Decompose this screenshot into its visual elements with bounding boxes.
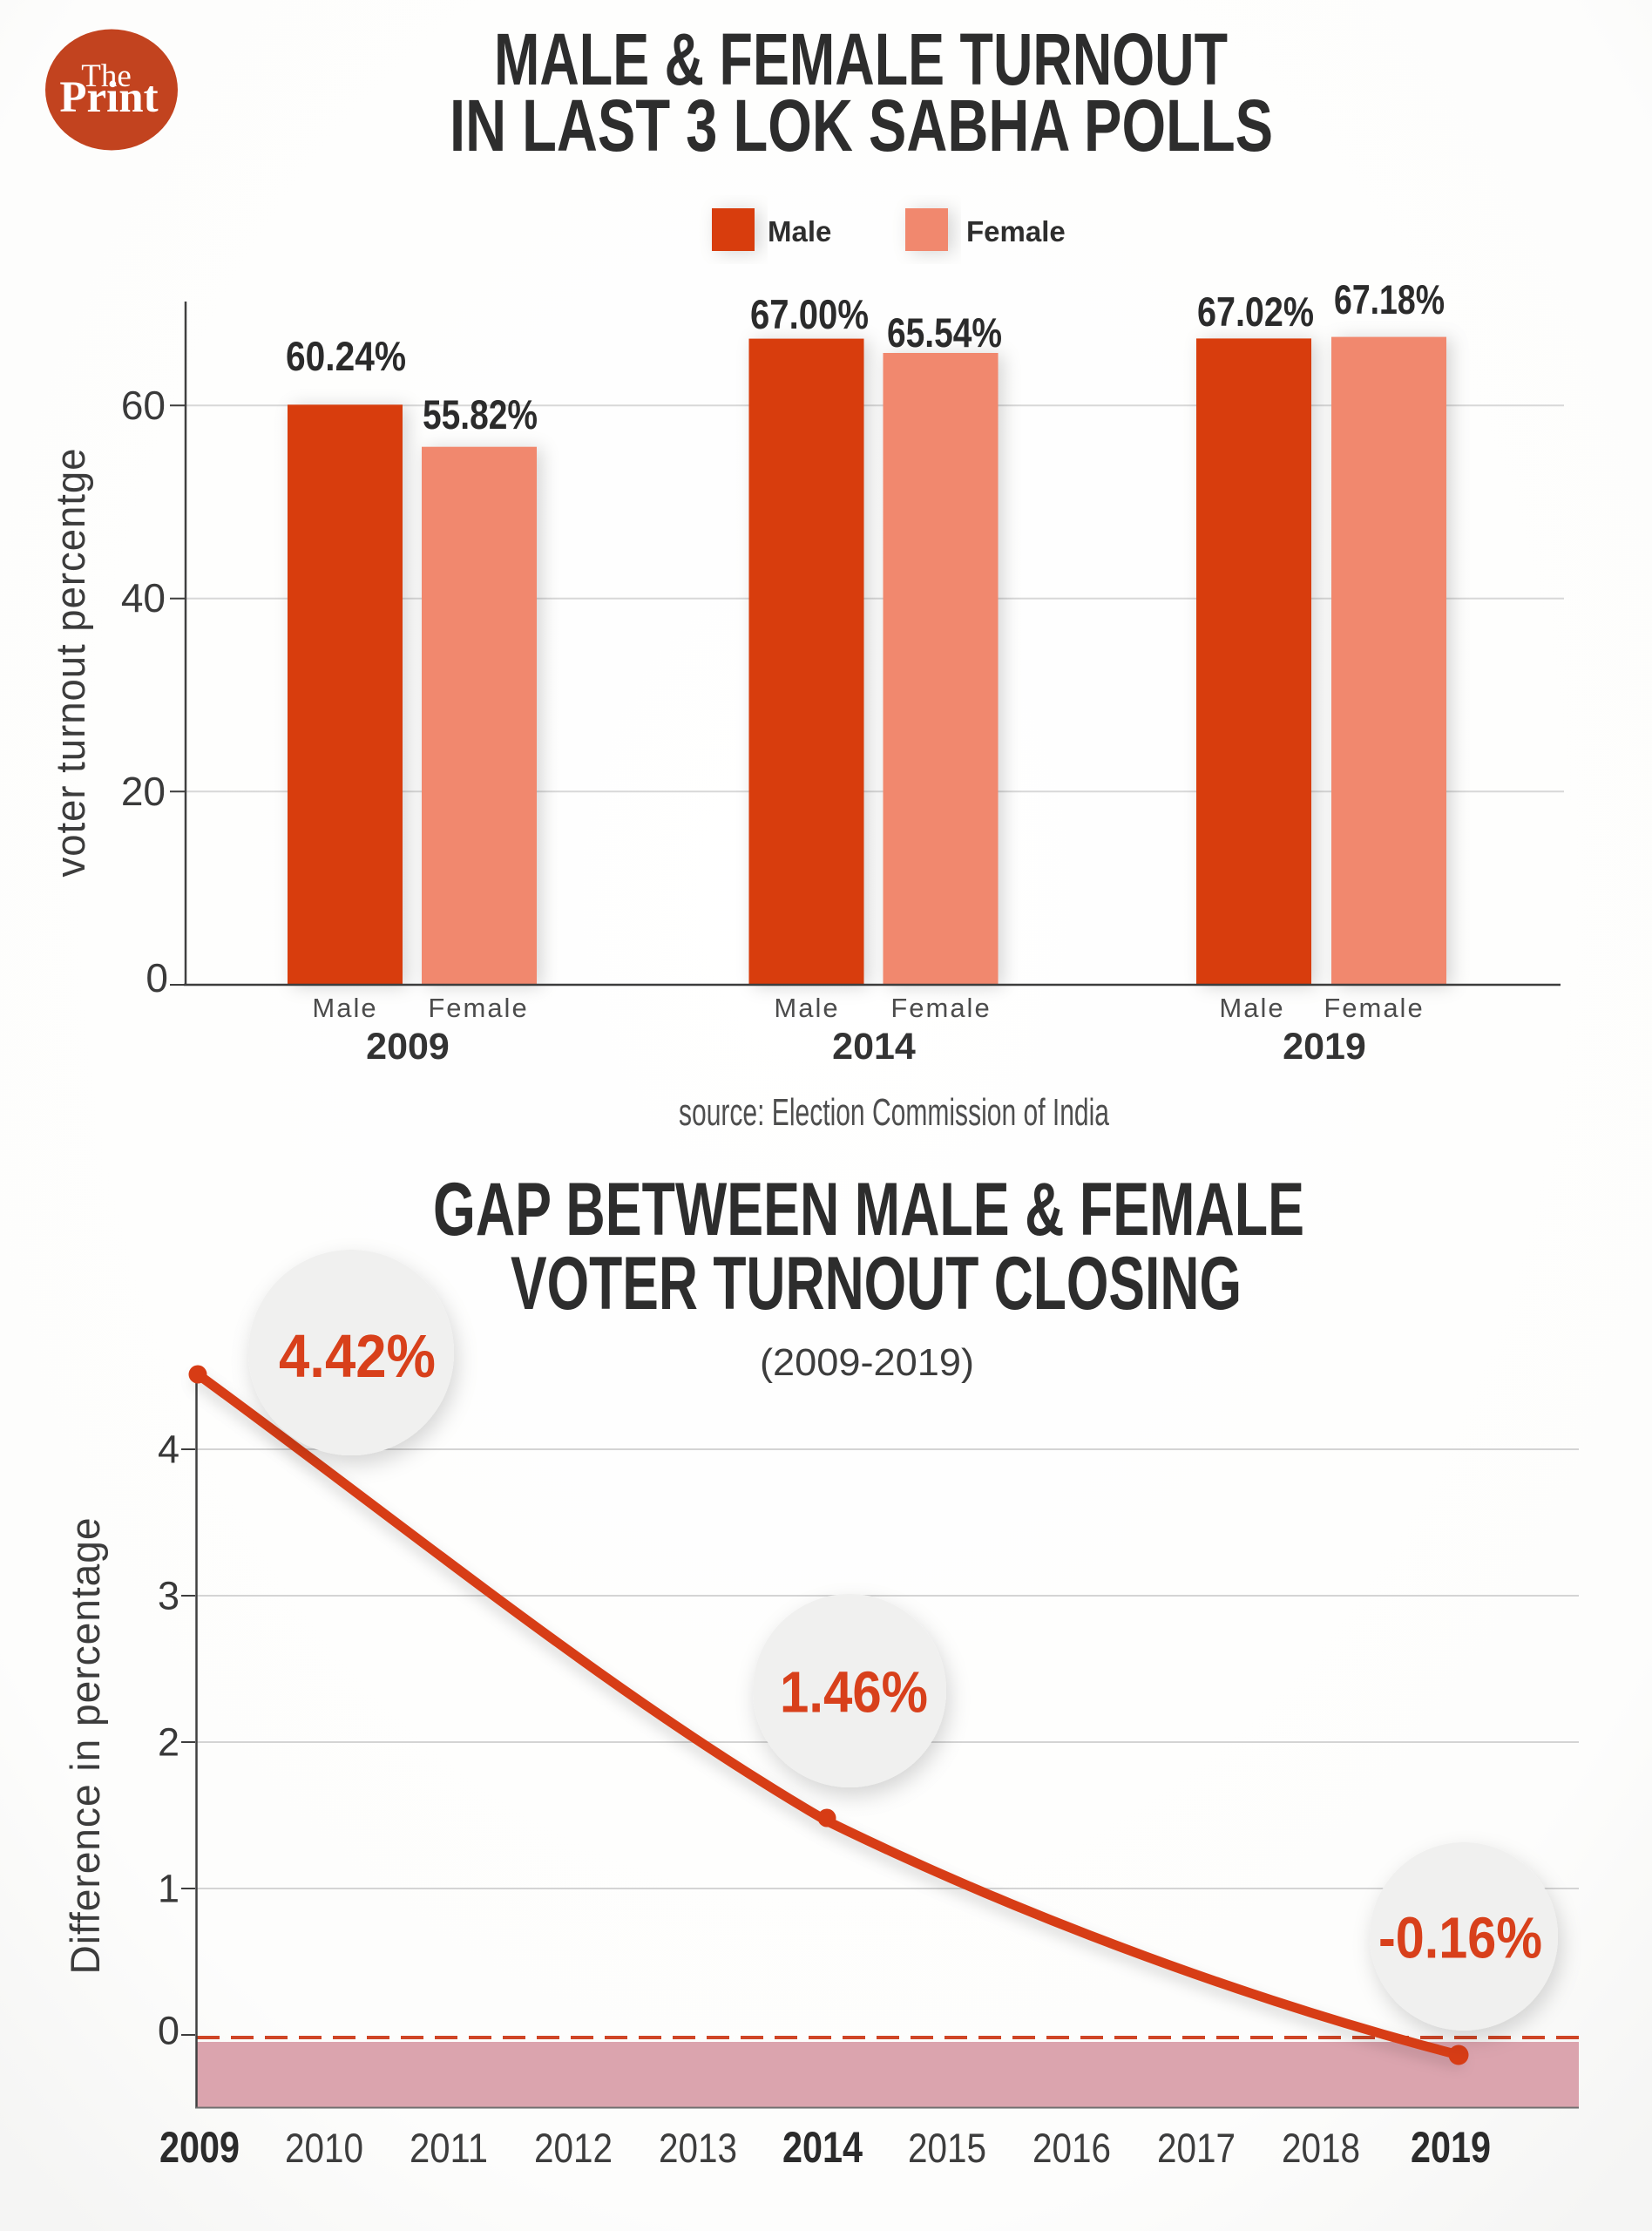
svg-text:67.00%: 67.00% (750, 291, 869, 337)
svg-text:VOTER TURNOUT CLOSING: VOTER TURNOUT CLOSING (511, 1242, 1242, 1326)
svg-text:Female: Female (428, 993, 528, 1023)
svg-text:Female: Female (966, 215, 1066, 248)
svg-text:2016: 2016 (1032, 2125, 1111, 2171)
svg-text:0: 0 (158, 2009, 179, 2053)
svg-text:2009: 2009 (366, 1026, 450, 1068)
svg-text:Male: Male (1219, 993, 1284, 1023)
svg-text:(2009-2019): (2009-2019) (760, 1341, 974, 1384)
svg-text:65.54%: 65.54% (887, 309, 1002, 356)
svg-text:60: 60 (121, 383, 166, 428)
svg-text:1: 1 (158, 1867, 179, 1911)
svg-text:2014: 2014 (782, 2123, 863, 2172)
svg-text:40: 40 (121, 575, 166, 620)
svg-text:2: 2 (158, 1720, 179, 1765)
svg-text:4: 4 (158, 1427, 179, 1472)
svg-text:Male: Male (774, 993, 839, 1023)
svg-text:GAP BETWEEN MALE & FEMALE: GAP BETWEEN MALE & FEMALE (433, 1168, 1304, 1251)
svg-text:IN LAST 3 LOK SABHA POLLS: IN LAST 3 LOK SABHA POLLS (450, 85, 1273, 166)
svg-text:2017: 2017 (1157, 2125, 1236, 2171)
svg-text:67.02%: 67.02% (1197, 288, 1314, 335)
svg-text:55.82%: 55.82% (423, 391, 538, 437)
svg-text:voter turnout percentge: voter turnout percentge (47, 448, 93, 878)
svg-text:1.46%: 1.46% (780, 1660, 928, 1726)
svg-text:Male: Male (312, 993, 377, 1023)
svg-text:2014: 2014 (832, 1026, 916, 1068)
svg-text:MALE & FEMALE TURNOUT: MALE & FEMALE TURNOUT (494, 18, 1228, 100)
svg-text:Male: Male (768, 215, 831, 248)
svg-text:source: Election Commission of: source: Election Commission of India (679, 1091, 1109, 1134)
svg-text:Print: Print (59, 73, 158, 122)
svg-text:Female: Female (1324, 993, 1424, 1023)
svg-text:2019: 2019 (1411, 2123, 1491, 2172)
svg-text:60.24%: 60.24% (286, 333, 406, 379)
svg-text:2009: 2009 (159, 2123, 240, 2172)
svg-text:-0.16%: -0.16% (1378, 1906, 1542, 1971)
svg-text:2019: 2019 (1283, 1026, 1366, 1068)
svg-text:Female: Female (890, 993, 991, 1023)
svg-text:2010: 2010 (285, 2125, 363, 2171)
svg-text:2013: 2013 (659, 2125, 737, 2171)
svg-text:2011: 2011 (410, 2125, 488, 2171)
svg-text:0: 0 (146, 955, 168, 1000)
svg-text:20: 20 (121, 769, 166, 814)
svg-text:2012: 2012 (534, 2125, 613, 2171)
svg-text:2018: 2018 (1282, 2125, 1360, 2171)
svg-text:2015: 2015 (908, 2125, 986, 2171)
svg-text:The: The (81, 58, 132, 94)
svg-text:4.42%: 4.42% (279, 1322, 436, 1390)
svg-text:3: 3 (158, 1574, 179, 1618)
svg-text:67.18%: 67.18% (1334, 276, 1445, 322)
svg-text:Difference in percentage: Difference in percentage (62, 1517, 108, 1975)
